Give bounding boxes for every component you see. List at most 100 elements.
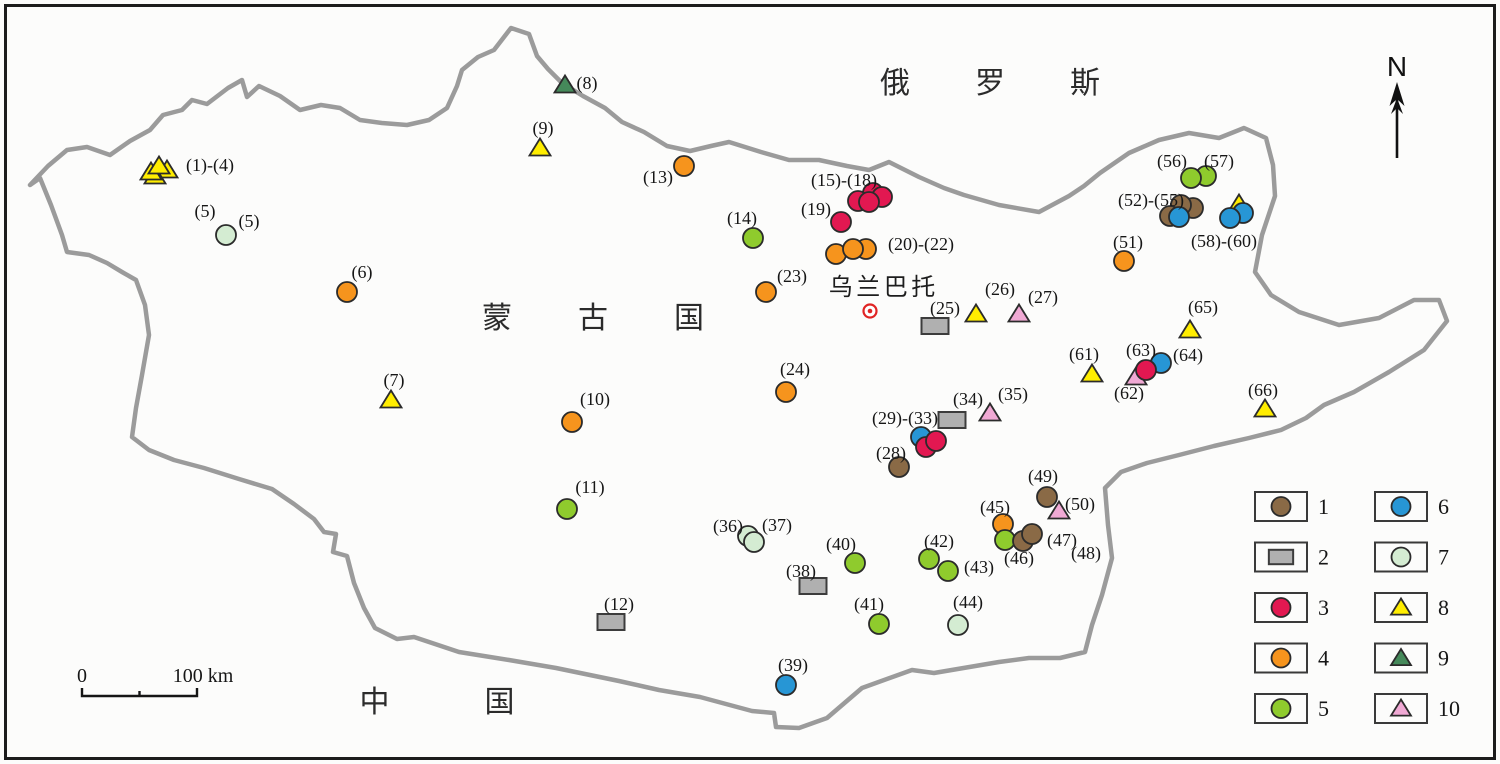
site-label: (39) — [778, 655, 808, 676]
site-label: (51) — [1113, 232, 1143, 253]
site-label: (43) — [964, 557, 994, 578]
site-label: (56) — [1157, 151, 1187, 172]
marker-circle — [215, 224, 237, 246]
site-label: (64) — [1173, 345, 1203, 366]
site-label: (57) — [1204, 151, 1234, 172]
capital-name: 巴 — [884, 275, 908, 301]
site-label: (28) — [876, 443, 906, 464]
legend-number: 8 — [1438, 595, 1449, 620]
marker-circle — [556, 498, 578, 520]
marker-circle — [1113, 250, 1135, 272]
marker-triangle — [1177, 318, 1203, 339]
marker-square — [1267, 548, 1295, 566]
scale-zero-label: 0 — [77, 665, 87, 687]
marker-circle — [868, 613, 890, 635]
site-label: (34) — [953, 389, 983, 410]
marker-triangle — [1389, 596, 1413, 616]
marker-circle — [775, 674, 797, 696]
marker-circle — [1270, 496, 1292, 517]
marker-triangle — [1079, 362, 1105, 383]
site-label: (48) — [1071, 543, 1101, 564]
site-label: (58)-(60) — [1191, 231, 1257, 252]
site-label: (26) — [985, 279, 1015, 300]
site-label: (14) — [727, 208, 757, 229]
site-label: (38) — [786, 561, 816, 582]
site-label: (47) — [1047, 530, 1077, 551]
site-label: (5) — [239, 211, 260, 232]
scale-bar: 0 100 km — [77, 665, 234, 698]
marker-circle — [1270, 698, 1292, 719]
site-label: (27) — [1028, 287, 1058, 308]
marker-circle — [1270, 597, 1292, 618]
site-label: (1)-(4) — [186, 155, 234, 176]
site-label: (65) — [1188, 297, 1218, 318]
legend-number: 7 — [1438, 545, 1449, 570]
site-label: (66) — [1248, 380, 1278, 401]
legend-number: 3 — [1318, 595, 1329, 620]
capital-name: 兰 — [856, 274, 880, 301]
country-name: 蒙 — [482, 302, 512, 335]
marker-triangle — [1006, 302, 1032, 323]
marker-triangle — [527, 136, 553, 157]
marker-circle — [775, 381, 797, 403]
capital-marker-group: 乌兰巴托 — [829, 274, 935, 319]
marker-triangle — [378, 388, 404, 409]
site-label: (25) — [930, 298, 960, 319]
marker-triangle — [977, 401, 1003, 422]
site-label: (12) — [604, 594, 634, 615]
country-labels: 俄罗斯蒙古国中国 — [360, 67, 1101, 719]
site-label: (11) — [575, 477, 604, 498]
site-label: (50) — [1065, 494, 1095, 515]
marker-circle — [336, 281, 358, 303]
marker-circle — [947, 614, 969, 636]
country-name: 罗 — [975, 67, 1005, 100]
site-label: (45) — [980, 497, 1010, 518]
marker-circle — [925, 430, 947, 452]
marker-triangle — [1046, 499, 1072, 520]
marker-triangle — [1389, 647, 1413, 667]
marker-circle — [1180, 167, 1202, 189]
marker-square — [920, 317, 950, 335]
marker-triangle — [552, 73, 578, 94]
scale-distance-label: 100 km — [173, 665, 234, 687]
legend-number: 10 — [1438, 696, 1460, 721]
marker-square — [937, 411, 967, 429]
site-label: (13) — [643, 167, 673, 188]
marker-circle — [918, 548, 940, 570]
north-arrow-head — [1389, 82, 1405, 106]
marker-circle — [1390, 546, 1412, 568]
marker-circle — [830, 211, 852, 233]
site-label: (49) — [1028, 466, 1058, 487]
marker-circle — [743, 531, 765, 553]
site-label: (7) — [384, 370, 405, 391]
marker-circle — [844, 552, 866, 574]
site-label: (19) — [801, 199, 831, 220]
site-label: (9) — [533, 118, 554, 139]
marker-circle — [1021, 523, 1043, 545]
marker-circle — [755, 281, 777, 303]
marker-triangle — [146, 154, 172, 175]
marker-circle — [994, 529, 1016, 551]
north-arrow-head-lower — [1391, 98, 1403, 114]
site-label: (10) — [580, 389, 610, 410]
site-label: (8) — [577, 73, 598, 94]
marker-circle — [1219, 207, 1241, 229]
marker-triangle — [1389, 697, 1413, 717]
country-name: 斯 — [1070, 67, 1100, 100]
site-label: (62) — [1114, 383, 1144, 404]
site-label: (23) — [777, 266, 807, 287]
site-label: (6) — [352, 262, 373, 283]
north-label: N — [1387, 51, 1407, 82]
marker-square — [596, 613, 626, 631]
scale-bar-line — [80, 688, 199, 698]
legend-number: 5 — [1318, 696, 1329, 721]
site-label: (52)-(55) — [1118, 190, 1184, 211]
marker-circle — [858, 191, 880, 213]
mongolia-border-outline — [27, 25, 1450, 731]
site-label: (24) — [780, 359, 810, 380]
marker-square — [798, 577, 828, 595]
site-label: (40) — [826, 534, 856, 555]
legend-number: 9 — [1438, 646, 1449, 671]
marker-circle — [1390, 496, 1412, 517]
